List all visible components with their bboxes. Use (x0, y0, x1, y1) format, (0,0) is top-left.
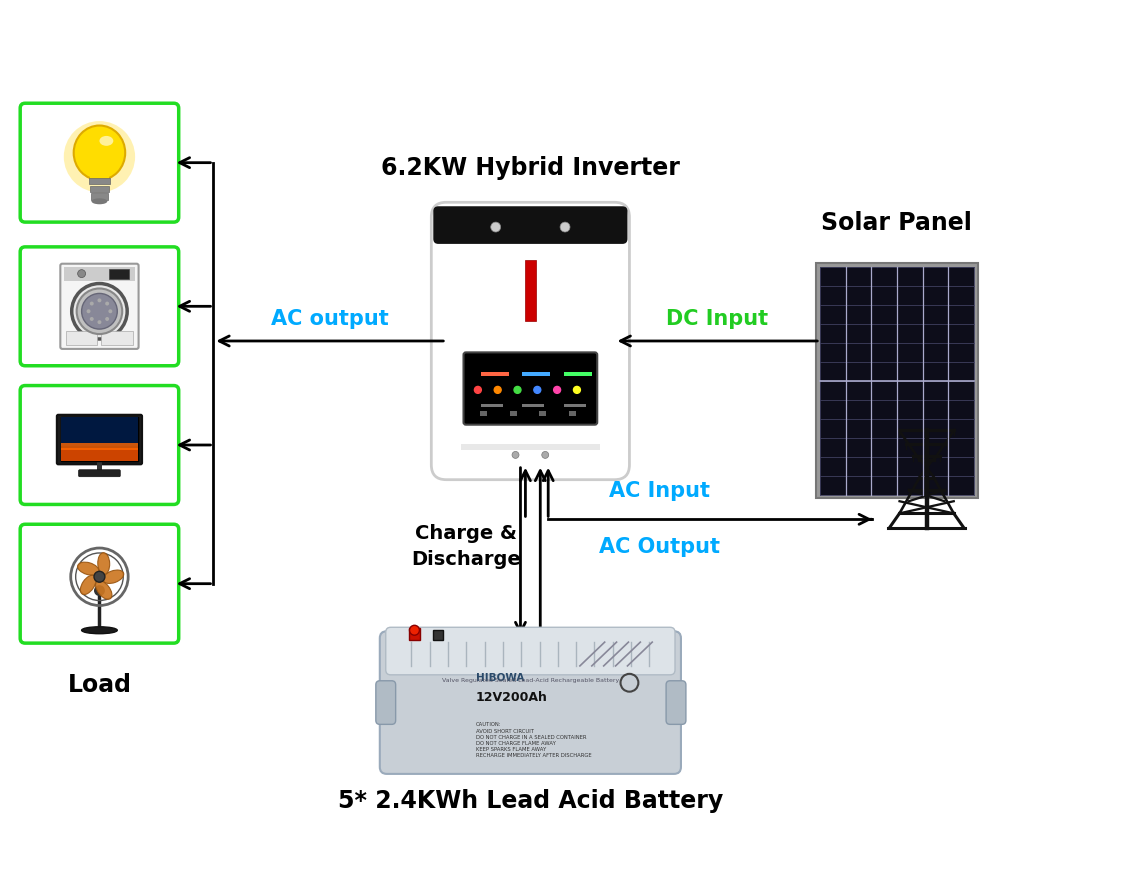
Circle shape (542, 451, 548, 458)
Circle shape (64, 121, 136, 192)
FancyBboxPatch shape (464, 352, 597, 425)
Bar (510, 411, 516, 416)
FancyBboxPatch shape (21, 524, 179, 643)
Bar (89, 177, 111, 184)
Ellipse shape (98, 553, 109, 574)
FancyBboxPatch shape (21, 385, 179, 505)
FancyBboxPatch shape (666, 681, 686, 724)
Ellipse shape (78, 562, 99, 575)
Circle shape (72, 284, 128, 339)
Circle shape (93, 586, 105, 596)
FancyBboxPatch shape (433, 206, 627, 244)
Bar (524, 260, 536, 321)
Bar (90, 165, 109, 182)
Ellipse shape (81, 575, 96, 595)
FancyBboxPatch shape (79, 470, 120, 477)
Bar (522, 372, 551, 376)
Bar (816, 263, 978, 498)
Circle shape (76, 288, 122, 334)
FancyBboxPatch shape (385, 627, 675, 675)
FancyBboxPatch shape (21, 103, 179, 222)
Text: 6.2KW Hybrid Inverter: 6.2KW Hybrid Inverter (381, 156, 679, 180)
Circle shape (97, 298, 101, 303)
FancyBboxPatch shape (21, 247, 179, 366)
Bar (60, 448, 138, 461)
Bar (109, 269, 129, 279)
Bar (66, 331, 97, 345)
FancyBboxPatch shape (60, 417, 138, 461)
Ellipse shape (82, 627, 117, 634)
Circle shape (514, 386, 521, 393)
Circle shape (105, 302, 109, 305)
Circle shape (82, 294, 117, 329)
Text: Valve Regulated Sealed Lead-Acid Rechargeable Battery: Valve Regulated Sealed Lead-Acid Recharg… (441, 678, 619, 684)
Bar (408, 628, 421, 640)
Text: Charge &
Discharge: Charge & Discharge (412, 524, 521, 570)
FancyBboxPatch shape (57, 415, 142, 465)
Text: Solar Panel: Solar Panel (822, 211, 972, 235)
Bar (64, 267, 135, 280)
Text: 12V200Ah: 12V200Ah (475, 692, 547, 704)
Bar (60, 443, 138, 450)
Circle shape (534, 386, 540, 393)
Circle shape (90, 317, 93, 321)
Circle shape (90, 302, 93, 305)
Circle shape (87, 310, 90, 313)
FancyBboxPatch shape (431, 202, 629, 480)
Circle shape (105, 317, 109, 321)
Circle shape (512, 451, 519, 458)
Ellipse shape (96, 580, 112, 599)
Bar (481, 404, 503, 408)
FancyBboxPatch shape (60, 263, 139, 349)
Circle shape (97, 320, 101, 324)
Bar (97, 462, 101, 472)
Text: DC Input: DC Input (666, 309, 768, 329)
Bar (448, 232, 461, 450)
Circle shape (409, 626, 420, 635)
Circle shape (554, 386, 561, 393)
Circle shape (474, 386, 481, 393)
Bar (438, 211, 622, 239)
Bar (601, 232, 612, 450)
Bar (90, 193, 108, 200)
Ellipse shape (99, 136, 113, 146)
FancyBboxPatch shape (380, 631, 681, 774)
Ellipse shape (74, 125, 125, 180)
Text: HIBOWA: HIBOWA (475, 673, 524, 683)
Circle shape (495, 386, 502, 393)
Bar (564, 404, 586, 408)
Circle shape (573, 386, 580, 393)
Bar (569, 411, 576, 416)
Bar (539, 411, 546, 416)
Bar (820, 267, 974, 495)
Bar (522, 404, 544, 408)
Bar (564, 372, 592, 376)
Circle shape (560, 222, 570, 232)
Bar (480, 411, 487, 416)
Ellipse shape (103, 570, 124, 584)
Circle shape (490, 222, 500, 232)
Text: AC output: AC output (271, 309, 389, 329)
Circle shape (108, 310, 113, 313)
Bar (101, 331, 132, 345)
Bar (433, 630, 443, 640)
Text: AC Input: AC Input (609, 481, 710, 501)
Text: Load: Load (67, 673, 131, 697)
Text: 5* 2.4KWh Lead Acid Battery: 5* 2.4KWh Lead Acid Battery (337, 789, 723, 813)
Bar (481, 372, 508, 376)
Circle shape (78, 270, 86, 278)
Circle shape (93, 571, 105, 582)
Bar (461, 444, 600, 450)
Ellipse shape (91, 198, 107, 205)
Bar (90, 186, 109, 192)
FancyBboxPatch shape (376, 681, 396, 724)
Bar (60, 417, 138, 446)
Text: CAUTION:
AVOID SHORT CIRCUIT
DO NOT CHARGE IN A SEALED CONTAINER
DO NOT CHARGE F: CAUTION: AVOID SHORT CIRCUIT DO NOT CHAR… (475, 723, 592, 758)
Text: AC Output: AC Output (598, 538, 719, 557)
